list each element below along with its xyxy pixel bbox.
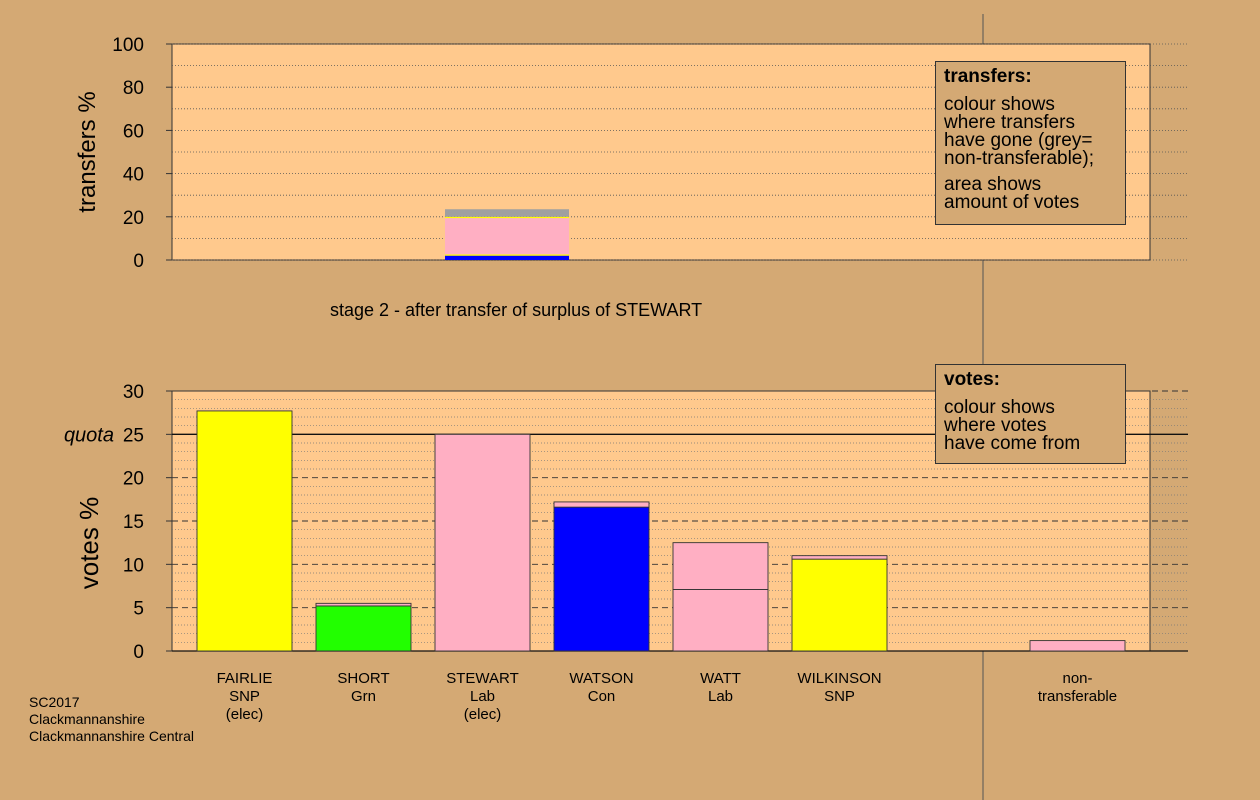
quota-label: quota	[64, 424, 114, 446]
category-name: WATT	[700, 670, 741, 687]
stage-title: stage 2 - after transfer of surplus of S…	[330, 300, 703, 320]
top-ytick-label: 100	[112, 35, 144, 56]
category-party: Lab	[708, 688, 733, 705]
bottom-ytick-label: 0	[133, 642, 144, 663]
category-name: FAIRLIE	[217, 670, 273, 687]
bottom-ytick-label: 20	[123, 469, 144, 490]
footer-line: Clackmannanshire Central	[29, 728, 194, 744]
top-ytick-label: 0	[133, 251, 144, 272]
category-name: WATSON	[569, 670, 633, 687]
legend-transfers-line: colour shows	[944, 94, 1055, 115]
bottom-ytick-label: 10	[123, 555, 144, 576]
vote-segment	[1029, 640, 1126, 652]
category-party: Grn	[351, 688, 376, 705]
legend-transfers-title: transfers:	[944, 66, 1032, 87]
category-name: STEWART	[446, 670, 519, 687]
vote-segment	[434, 433, 531, 652]
legend-votes-line: colour shows	[944, 397, 1055, 418]
top-ytick-label: 80	[123, 78, 144, 99]
legend-transfers-line: area shows	[944, 174, 1042, 195]
category-party: transferable	[1038, 688, 1117, 705]
footer-line: Clackmannanshire	[29, 711, 145, 727]
bottom-ytick-label: 25	[123, 425, 144, 446]
category-note: (elec)	[464, 706, 502, 723]
top-ytick-label: 40	[123, 165, 144, 186]
category-party: SNP	[824, 688, 855, 705]
category-party: Con	[588, 688, 616, 705]
category-note: (elec)	[226, 706, 264, 723]
footer: SC2017 Clackmannanshire Clackmannanshire…	[29, 694, 194, 745]
transfer-segment	[445, 216, 569, 219]
bottom-ytick-label: 30	[123, 382, 144, 403]
vote-segment	[791, 558, 888, 652]
vote-segment	[315, 605, 412, 652]
transfer-segment	[445, 254, 569, 256]
vote-segment	[791, 555, 888, 560]
category-party: Lab	[470, 688, 495, 705]
bottom-ytick-label: 5	[133, 599, 144, 620]
legend-votes-title: votes:	[944, 369, 1000, 390]
category-name: non-	[1062, 670, 1092, 687]
transfer-segment	[445, 218, 569, 255]
legend-transfers-line: amount of votes	[944, 192, 1080, 213]
legend-votes-line: where votes	[944, 415, 1047, 436]
category-name: WILKINSON	[797, 670, 881, 687]
legend-transfers: transfers: colour shows where transfers …	[935, 61, 1126, 225]
legend-transfers-line: have gone (grey=	[944, 130, 1093, 151]
vote-segment	[672, 589, 769, 652]
transfer-segment	[445, 255, 569, 260]
bottom-ylabel: votes %	[74, 497, 104, 590]
transfer-segment	[445, 209, 569, 217]
legend-votes: votes: colour shows where votes have com…	[935, 364, 1126, 464]
top-ytick-label: 60	[123, 121, 144, 142]
vote-segment	[553, 501, 650, 508]
vote-segment	[553, 506, 650, 652]
category-name: SHORT	[337, 670, 389, 687]
bottom-ytick-label: 15	[123, 512, 144, 533]
footer-line: SC2017	[29, 694, 80, 710]
top-ylabel: transfers %	[74, 91, 101, 212]
category-party: SNP	[229, 688, 260, 705]
vote-segment	[315, 602, 412, 607]
vote-segment	[672, 542, 769, 590]
legend-transfers-line: where transfers	[944, 112, 1075, 133]
legend-transfers-line: non-transferable);	[944, 148, 1094, 169]
legend-votes-line: have come from	[944, 433, 1081, 454]
top-ytick-label: 20	[123, 208, 144, 229]
vote-segment	[196, 410, 293, 652]
